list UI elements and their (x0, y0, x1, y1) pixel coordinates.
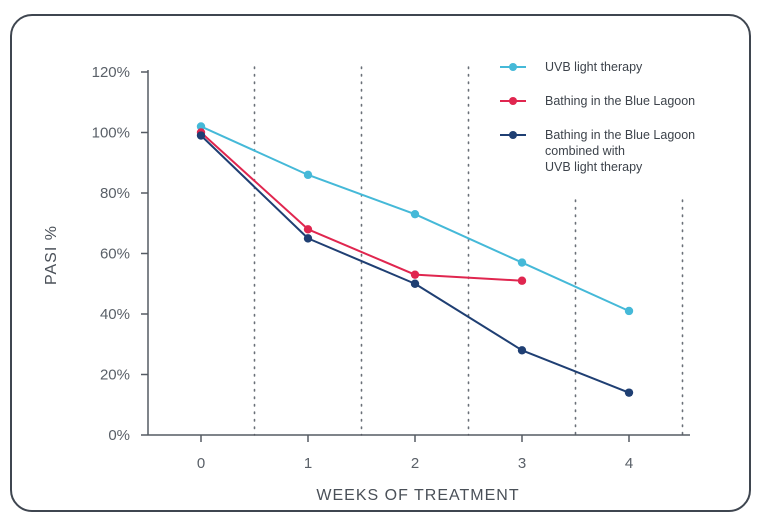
x-tick-label: 3 (518, 455, 526, 472)
legend: UVB light therapy Bathing in the Blue Lag… (500, 60, 695, 174)
x-tick-label: 4 (625, 455, 633, 472)
y-tick-label: 120% (92, 64, 130, 81)
series (196, 122, 634, 397)
x-tick-label: 1 (304, 455, 312, 472)
gridlines (253, 66, 684, 436)
y-axis-title: PASI % (43, 225, 60, 285)
y-tick-label: 60% (100, 246, 130, 263)
data-point (196, 131, 206, 140)
data-point (303, 234, 313, 243)
axes: 0% 20% 40% 60% 80% 100% 120% 0 1 2 3 4 (92, 64, 690, 472)
y-tick-label: 0% (108, 427, 130, 444)
legend-label: Bathing in the Blue Lagoon (545, 94, 695, 108)
series-line (200, 131, 523, 282)
y-tick-label: 80% (100, 185, 130, 202)
data-point (624, 388, 634, 397)
x-axis-title: WEEKS OF TREATMENT (316, 487, 519, 504)
chart-frame (10, 14, 751, 512)
legend-label: UVB light therapy (545, 60, 643, 74)
data-point (303, 225, 313, 234)
x-tick-label: 0 (197, 455, 205, 472)
data-point (517, 276, 527, 285)
series-line (200, 134, 630, 394)
legend-label: Bathing in the Blue Lagoon (545, 128, 695, 142)
data-point (410, 270, 420, 279)
data-point (410, 279, 420, 288)
legend-swatch-marker (509, 131, 517, 139)
y-tick-label: 20% (100, 367, 130, 384)
legend-label: combined with (545, 144, 625, 158)
data-point (624, 306, 634, 316)
y-tick-label: 100% (92, 125, 130, 142)
data-point (196, 122, 206, 131)
legend-swatch-marker (509, 97, 517, 105)
data-point (410, 209, 420, 219)
y-tick-label: 40% (100, 306, 130, 323)
data-point (303, 170, 313, 180)
data-point (517, 258, 527, 267)
legend-swatch-marker (509, 63, 517, 71)
x-tick-label: 2 (411, 455, 419, 472)
legend-label: UVB light therapy (545, 160, 643, 174)
data-point (517, 346, 527, 355)
